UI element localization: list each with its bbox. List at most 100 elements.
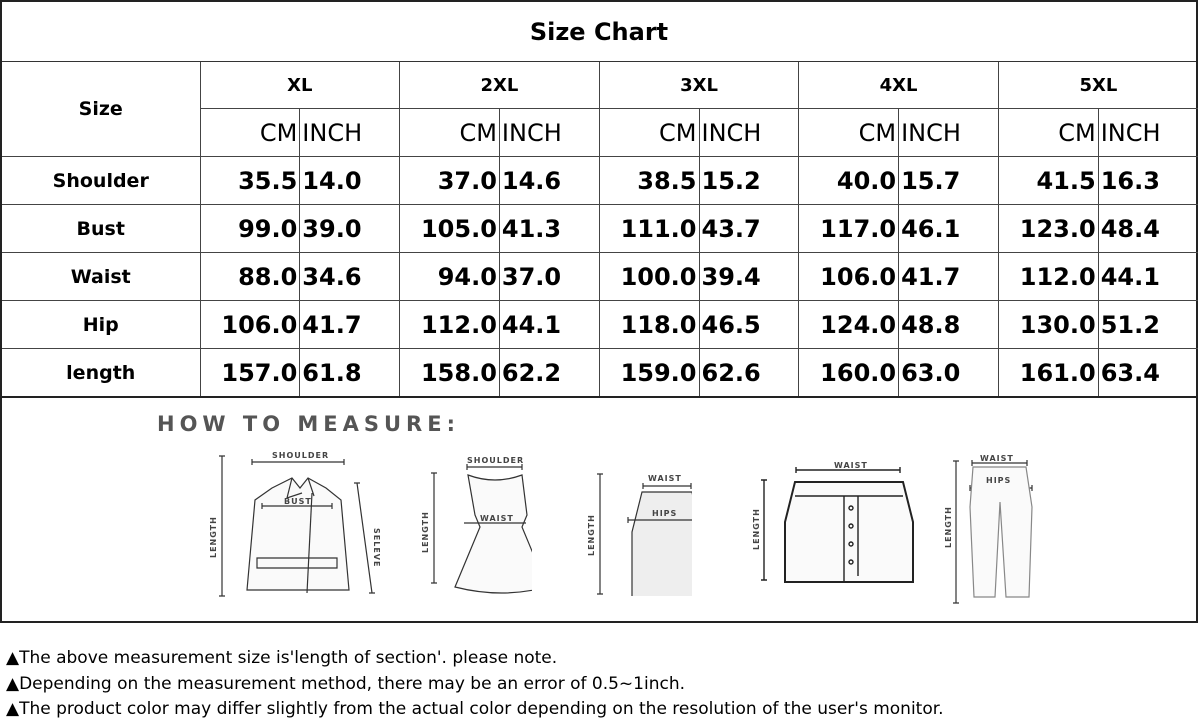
inch-value: 46.5 — [698, 300, 800, 349]
shoulder-label: SHOULDER — [272, 451, 329, 460]
cm-value: 112.0 — [399, 300, 500, 349]
unit-cm-header: CM — [798, 108, 900, 157]
inch-value: 43.7 — [698, 204, 800, 253]
cm-value: 161.0 — [997, 348, 1099, 396]
inch-value: 63.4 — [1097, 348, 1198, 396]
inch-value: 16.3 — [1097, 156, 1198, 205]
cm-value: 130.0 — [997, 300, 1099, 349]
cm-value: 106.0 — [199, 300, 301, 349]
cm-value: 41.5 — [997, 156, 1099, 205]
inch-value: 63.0 — [898, 348, 999, 396]
table-row: Waist 88.0 34.6 94.0 37.0 100.0 39.4 106.0 41.7 1… — [2, 252, 1198, 301]
chart-title: Size Chart — [2, 2, 1196, 62]
cm-value: 159.0 — [598, 348, 700, 396]
cm-value: 112.0 — [997, 252, 1099, 301]
unit-inch-header: INCH — [498, 108, 600, 157]
waist-label: WAIST — [480, 514, 514, 523]
inch-value: 15.7 — [898, 156, 999, 205]
size-header: Size — [2, 62, 201, 157]
bust-label: BUST — [284, 497, 312, 506]
cm-value: 111.0 — [598, 204, 700, 253]
size-chart: Size Chart Size XL 2XL 3XL 4XL 5XL CM INCH CM I… — [0, 0, 1198, 398]
sleeve-label: SELEVE — [372, 528, 381, 567]
cm-value: 123.0 — [997, 204, 1099, 253]
note: ▲The above measurement size is'length of… — [6, 648, 558, 668]
measurement-label: length — [2, 348, 201, 396]
skirt-illustration: WAIST HIPS LENGTH — [587, 473, 692, 596]
hips-label: HIPS — [986, 476, 1011, 485]
cm-value: 35.5 — [199, 156, 301, 205]
size-column-header: XL — [199, 62, 401, 109]
inch-value: 39.4 — [698, 252, 800, 301]
cm-value: 37.0 — [399, 156, 500, 205]
inch-value: 14.6 — [498, 156, 600, 205]
cm-value: 88.0 — [199, 252, 301, 301]
unit-cm-header: CM — [200, 108, 301, 157]
header-row-units: CM INCH CM INCH CM INCH CM INCH CM INCH — [2, 108, 1198, 157]
inch-value: 14.0 — [299, 156, 401, 205]
note: ▲The product color may differ slightly f… — [6, 699, 944, 719]
size-column-header: 2XL — [399, 62, 600, 109]
dress-illustration: SHOULDER WAIST LENGTH — [421, 456, 532, 594]
inch-value: 62.6 — [698, 348, 800, 396]
note: ▲Depending on the measurement method, th… — [6, 673, 686, 694]
jacket-illustration: SHOULDER BUST LENGTH SELEVE — [209, 451, 381, 597]
length-label: LENGTH — [944, 506, 953, 548]
header-row-sizes: Size XL 2XL 3XL 4XL 5XL — [2, 62, 1198, 157]
inch-value: 48.4 — [1097, 204, 1198, 253]
inch-value: 62.2 — [498, 348, 600, 396]
inch-value: 61.8 — [299, 348, 401, 396]
cm-value: 100.0 — [598, 252, 700, 301]
cm-value: 99.0 — [199, 204, 301, 253]
size-column-header: 3XL — [598, 62, 800, 109]
unit-inch-header: INCH — [898, 108, 999, 157]
hips-label: HIPS — [652, 509, 677, 518]
inch-value: 39.0 — [299, 204, 401, 253]
cm-value: 124.0 — [798, 300, 900, 349]
table-row: Hip 106.0 41.7 112.0 44.1 118.0 46.5 124.0 48.8 1… — [2, 300, 1198, 349]
cm-value: 40.0 — [798, 156, 900, 205]
unit-cm-header: CM — [997, 108, 1099, 157]
measurement-label: Waist — [2, 252, 201, 301]
inch-value: 44.1 — [498, 300, 600, 349]
size-column-header: 5XL — [997, 62, 1198, 109]
shorts-illustration: WAIST LENGTH — [752, 461, 914, 583]
cm-value: 94.0 — [399, 252, 500, 301]
unit-inch-header: INCH — [698, 108, 800, 157]
inch-value: 37.0 — [498, 252, 600, 301]
waist-label: WAIST — [834, 461, 868, 470]
unit-cm-header: CM — [399, 108, 500, 157]
inch-value: 41.7 — [299, 300, 401, 349]
how-to-measure-section: HOW TO MEASURE: SHOULDER BUST LENGTH SEL… — [0, 396, 1198, 623]
shoulder-label: SHOULDER — [467, 456, 524, 465]
table-row: Bust 99.0 39.0 105.0 41.3 111.0 43.7 117.0 46.1 1… — [2, 204, 1198, 253]
notes: ▲The above measurement size is'length of… — [6, 646, 944, 723]
size-table: Size XL 2XL 3XL 4XL 5XL CM INCH CM INCH CM INCH CM… — [2, 62, 1198, 396]
cm-value: 158.0 — [399, 348, 500, 396]
cm-value: 38.5 — [598, 156, 700, 205]
inch-value: 34.6 — [299, 252, 401, 301]
inch-value: 51.2 — [1097, 300, 1198, 349]
length-label: LENGTH — [421, 511, 430, 553]
measurement-label: Bust — [2, 204, 201, 253]
cm-value: 117.0 — [798, 204, 900, 253]
pants-illustration: WAIST HIPS LENGTH — [944, 454, 1033, 604]
waist-label: WAIST — [648, 474, 682, 483]
waist-label: WAIST — [980, 454, 1014, 463]
cm-value: 157.0 — [199, 348, 301, 396]
inch-value: 44.1 — [1097, 252, 1198, 301]
cm-value: 118.0 — [598, 300, 700, 349]
unit-inch-header: INCH — [1097, 108, 1198, 157]
how-to-measure-heading: HOW TO MEASURE: — [157, 412, 460, 436]
size-column-header: 4XL — [798, 62, 999, 109]
inch-value: 15.2 — [698, 156, 800, 205]
cm-value: 160.0 — [798, 348, 900, 396]
table-row: Shoulder 35.5 14.0 37.0 14.6 38.5 15.2 40.0 15.7… — [2, 156, 1198, 205]
inch-value: 46.1 — [898, 204, 999, 253]
length-label: LENGTH — [752, 508, 761, 550]
measurement-label: Shoulder — [2, 156, 201, 205]
inch-value: 48.8 — [898, 300, 999, 349]
unit-inch-header: INCH — [299, 108, 401, 157]
unit-cm-header: CM — [598, 108, 700, 157]
inch-value: 41.3 — [498, 204, 600, 253]
